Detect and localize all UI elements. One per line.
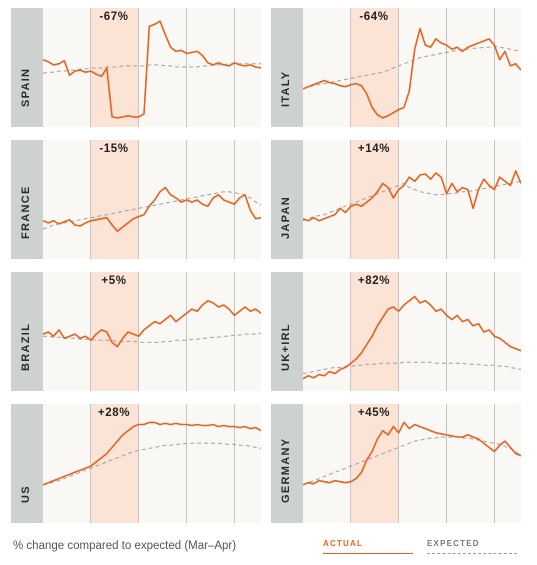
grid-line (186, 8, 187, 127)
country-label: BRAZIL (20, 322, 32, 371)
country-label: FRANCE (20, 185, 32, 239)
panel-japan: JAPAN +14% (271, 140, 521, 259)
lockdown-highlight (90, 404, 138, 523)
grid-line (494, 404, 495, 523)
plot-area (303, 170, 521, 222)
grid-line (90, 272, 91, 391)
country-tab: SPAIN (11, 8, 43, 127)
country-label: UK+IRL (280, 323, 292, 371)
change-label: +14% (357, 143, 391, 155)
country-label: GERMANY (280, 437, 292, 503)
grid-line (398, 8, 399, 127)
panel-france: FRANCE -15% (11, 140, 261, 259)
change-label: +5% (101, 275, 127, 287)
chart-caption: % change compared to expected (Mar–Apr) (13, 540, 237, 552)
expected-line (303, 436, 521, 486)
grid-line (350, 404, 351, 523)
country-label: JAPAN (280, 196, 292, 239)
actual-line (43, 421, 261, 486)
actual-line (303, 27, 521, 119)
country-tab: US (11, 404, 43, 523)
actual-line (43, 299, 261, 348)
plot-area (43, 186, 261, 232)
grid-line (494, 8, 495, 127)
grid-line (90, 8, 91, 127)
change-label: +45% (357, 407, 391, 419)
plot-area (303, 295, 521, 380)
grid-line (138, 140, 139, 259)
grid-line (494, 272, 495, 391)
grid-line (398, 272, 399, 391)
grid-line (350, 140, 351, 259)
country-label: US (20, 485, 32, 503)
plot-area (43, 421, 261, 486)
grid-line (234, 272, 235, 391)
change-label: +28% (97, 407, 131, 419)
actual-line (43, 186, 261, 232)
grid-line (398, 404, 399, 523)
actual-line (43, 20, 261, 119)
grid-line (138, 272, 139, 391)
grid-line (446, 140, 447, 259)
grid-line (186, 272, 187, 391)
country-tab: GERMANY (271, 404, 303, 523)
expected-line (43, 191, 261, 230)
country-tab: FRANCE (11, 140, 43, 259)
change-label: -64% (359, 11, 389, 23)
country-label: ITALY (280, 70, 292, 107)
country-tab: JAPAN (271, 140, 303, 259)
grid-line (234, 404, 235, 523)
panel-us: US +28% (11, 404, 261, 523)
grid-line (138, 404, 139, 523)
grid-line (186, 404, 187, 523)
legend-actual-label: ACTUAL (323, 539, 364, 548)
lockdown-highlight (90, 140, 138, 259)
actual-line (303, 421, 521, 486)
grid-line (90, 404, 91, 523)
expected-line (303, 361, 521, 375)
expected-line (303, 45, 521, 90)
legend-actual-line (323, 553, 413, 554)
grid-line (446, 272, 447, 391)
grid-line (446, 404, 447, 523)
actual-line (303, 295, 521, 380)
lockdown-highlight (90, 272, 138, 391)
change-label: -15% (99, 143, 129, 155)
country-tab: BRAZIL (11, 272, 43, 391)
grid-line (138, 8, 139, 127)
country-tab: UK+IRL (271, 272, 303, 391)
expected-line (43, 332, 261, 343)
legend-expected-label: EXPECTED (427, 539, 480, 548)
grid-line (494, 140, 495, 259)
plot-area (43, 20, 261, 119)
plot-area (303, 27, 521, 119)
panel-germany: GERMANY +45% (271, 404, 521, 523)
change-label: +82% (357, 275, 391, 287)
actual-line (303, 170, 521, 222)
expected-line (43, 442, 261, 486)
legend-expected-line (427, 553, 517, 554)
panel-uk-irl: UK+IRL +82% (271, 272, 521, 391)
lockdown-highlight (350, 140, 398, 259)
grid-line (90, 140, 91, 259)
grid-line (350, 8, 351, 127)
change-label: -67% (99, 11, 129, 23)
country-tab: ITALY (271, 8, 303, 127)
panel-brazil: BRAZIL +5% (11, 272, 261, 391)
plot-area (303, 421, 521, 486)
grid-line (234, 140, 235, 259)
country-label: SPAIN (20, 67, 32, 107)
grid-line (398, 140, 399, 259)
panel-italy: ITALY -64% (271, 8, 521, 127)
grid-line (234, 8, 235, 127)
grid-line (446, 8, 447, 127)
grid-line (350, 272, 351, 391)
plot-area (43, 299, 261, 348)
panel-spain: SPAIN -67% (11, 8, 261, 127)
lockdown-highlight (350, 8, 398, 127)
